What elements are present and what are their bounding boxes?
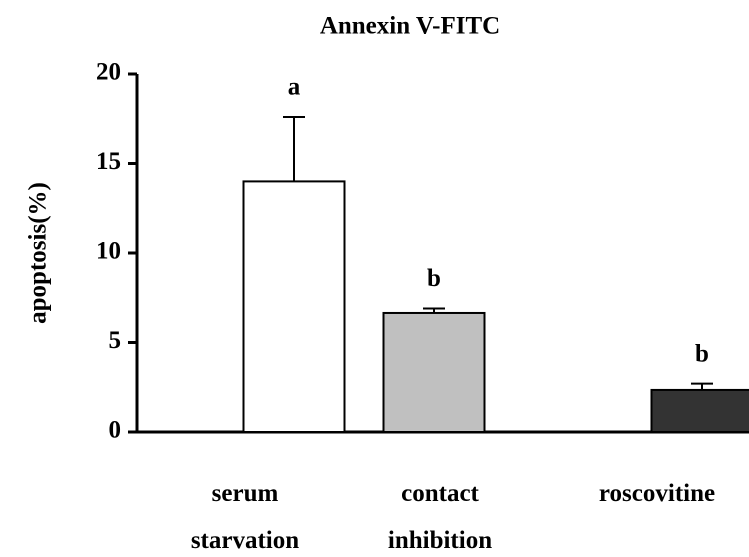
- x-tick-label: contact inhibition: [387, 480, 493, 554]
- y-tick-label: 5: [109, 327, 122, 354]
- y-axis-label: apoptosis(%): [25, 182, 52, 324]
- x-tick-label: serum starvation: [190, 480, 300, 554]
- annotation: a: [288, 74, 301, 101]
- y-tick-label: 20: [96, 59, 121, 86]
- bar: [242, 180, 346, 433]
- x-tick-label: roscovitine: [598, 480, 716, 507]
- y-tick-label: 10: [96, 238, 121, 265]
- bar: [650, 388, 749, 433]
- chart-title: Annexin V-FITC: [320, 13, 500, 40]
- y-tick-label: 15: [96, 148, 121, 175]
- annotation: b: [695, 340, 709, 367]
- y-tick-label: 0: [109, 417, 122, 444]
- annotation: b: [427, 265, 441, 292]
- bar: [382, 311, 486, 433]
